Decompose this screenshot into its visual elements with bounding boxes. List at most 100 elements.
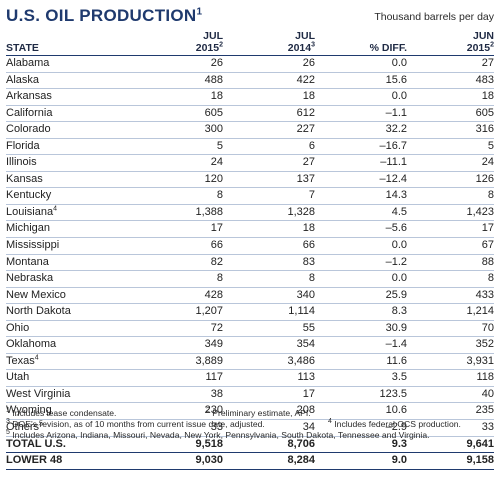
- state-cell: Colorado: [6, 121, 141, 139]
- footnote-line-3: 5 Includes Arizona, Indiana, Missouri, N…: [6, 429, 430, 440]
- state-cell: Nebraska: [6, 270, 141, 288]
- pct-diff-cell: –1.4: [315, 336, 407, 354]
- jun-2015-cell: 316: [407, 121, 494, 139]
- table-row: New Mexico 428 340 25.9 433: [6, 287, 494, 305]
- jun-2015-cell: 24: [407, 154, 494, 172]
- state-cell: Ohio: [6, 320, 141, 338]
- header-jul-2015: JUL 20152: [141, 30, 223, 56]
- jul-2015-cell: 1,388: [141, 204, 223, 222]
- jul-2015-cell: 9,518: [141, 435, 223, 454]
- table-row: Kentucky 8 7 14.3 8: [6, 187, 494, 205]
- jul-2015-cell: 17: [141, 220, 223, 239]
- footnote-4: Includes federal OCS production.: [334, 419, 461, 429]
- jul-2014-cell: 227: [223, 121, 315, 139]
- pct-diff-cell: –12.4: [315, 171, 407, 189]
- jul-2015-cell: 9,030: [141, 452, 223, 470]
- jul-2015-cell: 72: [141, 320, 223, 338]
- pct-diff-cell: 32.2: [315, 121, 407, 139]
- jun-2015-cell: 33: [407, 419, 494, 437]
- jun-2015-cell: 18: [407, 88, 494, 106]
- title-row: U.S. OIL PRODUCTION1 Thousand barrels pe…: [6, 6, 494, 28]
- state-cell: Michigan: [6, 220, 141, 239]
- state-cell: Florida: [6, 138, 141, 156]
- title-text: U.S. OIL PRODUCTION: [6, 6, 197, 25]
- page-title: U.S. OIL PRODUCTION1: [6, 6, 202, 26]
- pct-diff-cell: 10.6: [315, 402, 407, 421]
- pct-diff-cell: –1.1: [315, 105, 407, 123]
- table-row: Arkansas 18 18 0.0 18: [6, 88, 494, 106]
- header-state: STATE: [6, 30, 141, 56]
- table-row: Alaska 488 422 15.6 483: [6, 72, 494, 90]
- jun-2015-cell: 27: [407, 55, 494, 73]
- state-cell: Mississippi: [6, 237, 141, 255]
- jul-2014-cell: 7: [223, 187, 315, 205]
- footnotes: 1 Includes lease condensate. 2 Prelimina…: [6, 407, 494, 441]
- jun-2015-cell: 1,214: [407, 303, 494, 321]
- jun-2015-cell: 5: [407, 138, 494, 156]
- jul-2014-cell: 422: [223, 72, 315, 90]
- jul-2015-cell: 300: [141, 121, 223, 139]
- table-row: Wyoming 230 208 10.6 235: [6, 402, 494, 421]
- state-cell: Others5: [6, 419, 141, 437]
- jun-2015-cell: 3,931: [407, 353, 494, 371]
- table-row: West Virginia 38 17 123.5 40: [6, 386, 494, 404]
- pct-diff-cell: 0.0: [315, 88, 407, 106]
- pct-diff-cell: 0.0: [315, 237, 407, 255]
- jul-2014-cell: 8,706: [223, 435, 315, 454]
- title-footnote-mark: 1: [196, 6, 203, 18]
- jul-2014-cell: 27: [223, 154, 315, 172]
- jul-2015-cell: 33: [141, 419, 223, 437]
- jul-2015-cell: 8: [141, 270, 223, 288]
- header-row: STATE JUL 20152 JUL 20143 % DIFF. JUN 20152: [6, 30, 494, 56]
- total-label-cell: TOTAL U.S.: [6, 435, 141, 454]
- footnote-1: Includes lease condensate.: [12, 408, 117, 418]
- pct-diff-cell: 25.9: [315, 287, 407, 305]
- jul-2014-cell: 18: [223, 88, 315, 106]
- jun-2015-cell: 17: [407, 220, 494, 239]
- jun-2015-cell: 126: [407, 171, 494, 189]
- state-cell: Kansas: [6, 171, 141, 189]
- jul-2014-cell: 6: [223, 138, 315, 156]
- footnote-2: Preliminary estimate, API.: [212, 408, 311, 418]
- pct-diff-cell: 3.5: [315, 369, 407, 387]
- jul-2015-cell: 117: [141, 369, 223, 387]
- state-cell: Kentucky: [6, 187, 141, 205]
- state-cell: Texas4: [6, 353, 141, 371]
- table-row: Colorado 300 227 32.2 316: [6, 121, 494, 139]
- pct-diff-cell: –16.7: [315, 138, 407, 156]
- pct-diff-cell: –2.9: [315, 419, 407, 437]
- jul-2014-cell: 34: [223, 419, 315, 437]
- table-row: Alabama 26 26 0.0 27: [6, 55, 494, 73]
- jul-2015-cell: 66: [141, 237, 223, 255]
- state-cell: California: [6, 105, 141, 123]
- table-row: Kansas 120 137 –12.4 126: [6, 171, 494, 189]
- header-pct-diff: % DIFF.: [315, 30, 407, 56]
- jul-2014-cell: 55: [223, 320, 315, 338]
- units-label: Thousand barrels per day: [374, 11, 494, 23]
- footnote-5: Includes Arizona, Indiana, Missouri, Nev…: [12, 430, 430, 440]
- table-row: Louisiana4 1,388 1,328 4.5 1,423: [6, 204, 494, 222]
- state-cell: Illinois: [6, 154, 141, 172]
- jul-2015-cell: 349: [141, 336, 223, 354]
- footnote-line-1: 1 Includes lease condensate. 2 Prelimina…: [6, 407, 311, 418]
- jun-2015-cell: 118: [407, 369, 494, 387]
- table-row: Michigan 17 18 –5.6 17: [6, 220, 494, 239]
- state-cell: West Virginia: [6, 386, 141, 404]
- jul-2014-cell: 8,284: [223, 452, 315, 470]
- jul-2014-cell: 113: [223, 369, 315, 387]
- state-cell: Oklahoma: [6, 336, 141, 354]
- jul-2015-cell: 38: [141, 386, 223, 404]
- jun-2015-cell: 352: [407, 336, 494, 354]
- table-row: Montana 82 83 –1.2 88: [6, 254, 494, 272]
- jul-2015-cell: 3,889: [141, 353, 223, 371]
- total-label-cell: LOWER 48: [6, 452, 141, 470]
- jul-2014-cell: 137: [223, 171, 315, 189]
- jul-2014-cell: 18: [223, 220, 315, 239]
- state-cell: Alaska: [6, 72, 141, 90]
- jul-2015-cell: 8: [141, 187, 223, 205]
- jul-2015-cell: 82: [141, 254, 223, 272]
- pct-diff-cell: –1.2: [315, 254, 407, 272]
- table-row: Oklahoma 349 354 –1.4 352: [6, 336, 494, 354]
- jul-2014-cell: 83: [223, 254, 315, 272]
- jun-2015-cell: 483: [407, 72, 494, 90]
